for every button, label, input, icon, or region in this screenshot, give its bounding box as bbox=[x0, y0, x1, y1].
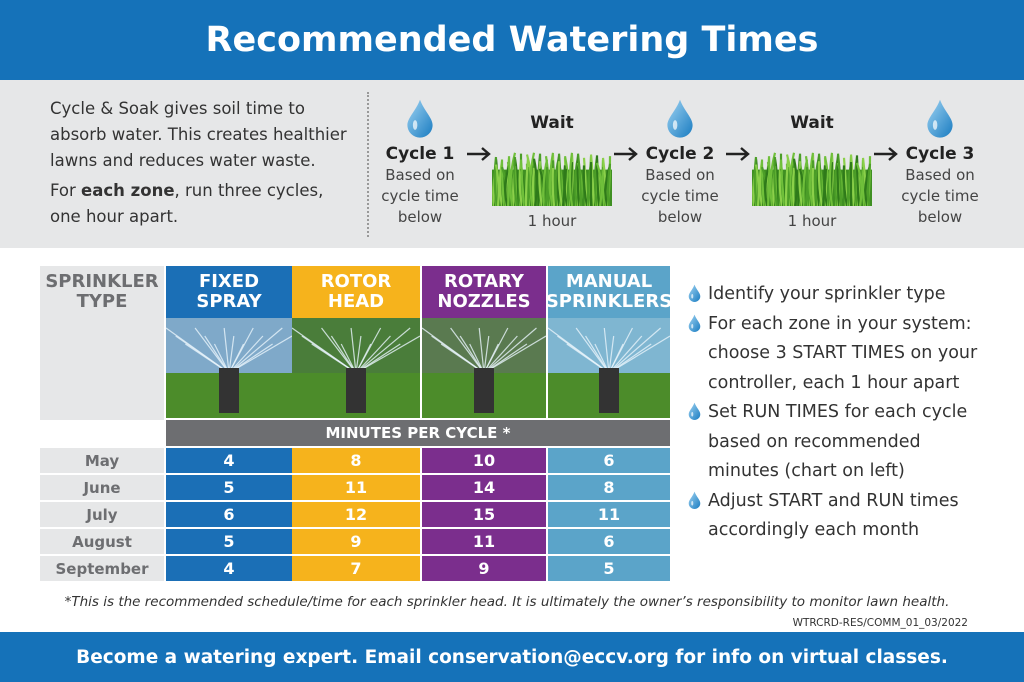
minutes: 11 bbox=[292, 475, 420, 500]
minutes: 6 bbox=[166, 502, 292, 527]
wait-note: 1 hour bbox=[787, 212, 837, 230]
minutes: 7 bbox=[292, 556, 420, 581]
grass-image bbox=[747, 150, 872, 210]
minutes: 5 bbox=[166, 529, 292, 554]
subheader: MINUTES PER CYCLE * bbox=[166, 420, 670, 446]
text: For bbox=[50, 181, 82, 200]
step: Cycle 2 Based on cycle time below bbox=[625, 143, 735, 228]
bold-text: each zone bbox=[81, 181, 175, 200]
tip: Set RUN TIMES for each cycle based on re… bbox=[688, 398, 988, 487]
sprinkler-photo bbox=[421, 318, 547, 422]
footnote: *This is the recommended schedule/time f… bbox=[64, 594, 950, 610]
doc-code: WTRCRD-RES/COMM_01_03/2022 bbox=[792, 617, 968, 629]
minutes: 14 bbox=[422, 475, 546, 500]
column-header: MANUAL SPRINKLERS bbox=[546, 266, 672, 318]
intro-paragraph: Cycle & Soak gives soil time to absorb w… bbox=[50, 99, 347, 170]
tip: For each zone in your system: choose 3 S… bbox=[688, 310, 988, 399]
arrow bbox=[465, 146, 493, 166]
drop bbox=[407, 99, 433, 138]
minutes: 4 bbox=[166, 556, 292, 581]
step: Cycle 3 Based on cycle time below bbox=[885, 143, 995, 228]
minutes: 6 bbox=[548, 448, 670, 473]
corner-label: SPRINKLER TYPE bbox=[40, 266, 164, 420]
drop bbox=[688, 314, 701, 332]
step-note: Based on cycle time below bbox=[901, 166, 979, 226]
column-header: ROTOR HEAD bbox=[292, 266, 420, 318]
drop bbox=[927, 99, 953, 138]
column-header: FIXED SPRAY bbox=[166, 266, 292, 318]
grass-image bbox=[487, 150, 612, 210]
divider bbox=[367, 92, 369, 237]
step-note: Based on cycle time below bbox=[381, 166, 459, 226]
drop-icon bbox=[406, 98, 434, 142]
wait-label: Wait bbox=[530, 113, 574, 133]
minutes: 10 bbox=[422, 448, 546, 473]
grass bbox=[747, 152, 872, 207]
drop bbox=[688, 491, 701, 509]
month: August bbox=[40, 529, 164, 554]
photo bbox=[421, 318, 547, 418]
drop bbox=[688, 284, 701, 302]
title: Recommended Watering Times bbox=[0, 0, 1024, 80]
tip: Adjust START and RUN times accordingly e… bbox=[688, 487, 988, 546]
month: June bbox=[40, 475, 164, 500]
drop bbox=[688, 402, 701, 420]
column-header: ROTARY NOZZLES bbox=[422, 266, 546, 318]
tips: Identify your sprinkler type For each zon… bbox=[688, 280, 988, 546]
step: Cycle 1 Based on cycle time below bbox=[365, 143, 475, 228]
minutes: 4 bbox=[166, 448, 292, 473]
minutes: 6 bbox=[548, 529, 670, 554]
minutes: 8 bbox=[292, 448, 420, 473]
drop bbox=[667, 99, 693, 138]
step-label: Cycle 2 bbox=[645, 144, 715, 164]
arrow bbox=[612, 146, 640, 166]
minutes: 11 bbox=[548, 502, 670, 527]
step-note: Based on cycle time below bbox=[641, 166, 719, 226]
sprinkler-photo bbox=[547, 318, 671, 422]
tip: Identify your sprinkler type bbox=[688, 280, 988, 310]
arrow bbox=[874, 147, 898, 161]
minutes: 9 bbox=[292, 529, 420, 554]
minutes: 5 bbox=[166, 475, 292, 500]
schedule-table: SPRINKLER TYPE FIXED SPRAY ROTOR HEAD ROTAR… bbox=[40, 266, 672, 582]
step-label: Cycle 1 bbox=[385, 144, 455, 164]
sprinkler-photo bbox=[291, 318, 421, 422]
drop-icon bbox=[926, 98, 954, 142]
arrow bbox=[872, 146, 900, 166]
minutes: 9 bbox=[422, 556, 546, 581]
wait-note: 1 hour bbox=[527, 212, 577, 230]
photo bbox=[291, 318, 421, 418]
arrow bbox=[614, 147, 638, 161]
wait-label: Wait bbox=[790, 113, 834, 133]
footer: Become a watering expert. Email conserva… bbox=[0, 632, 1024, 682]
text: , run three cycles, one hour apart. bbox=[50, 181, 324, 226]
month: September bbox=[40, 556, 164, 581]
photo bbox=[165, 318, 293, 418]
intro: Cycle & Soak gives soil time to absorb w… bbox=[50, 96, 350, 234]
minutes: 8 bbox=[548, 475, 670, 500]
minutes: 11 bbox=[422, 529, 546, 554]
minutes: 15 bbox=[422, 502, 546, 527]
minutes: 5 bbox=[548, 556, 670, 581]
photo bbox=[547, 318, 671, 418]
month: May bbox=[40, 448, 164, 473]
drop-icon bbox=[666, 98, 694, 142]
month: July bbox=[40, 502, 164, 527]
grass bbox=[487, 152, 612, 207]
arrow bbox=[467, 147, 491, 161]
arrow bbox=[724, 146, 752, 166]
sprinkler-photo bbox=[165, 318, 293, 422]
minutes: 12 bbox=[292, 502, 420, 527]
step-label: Cycle 3 bbox=[905, 144, 975, 164]
arrow bbox=[726, 147, 750, 161]
intro-zone: For each zone, run three cycles, one hou… bbox=[50, 178, 350, 230]
